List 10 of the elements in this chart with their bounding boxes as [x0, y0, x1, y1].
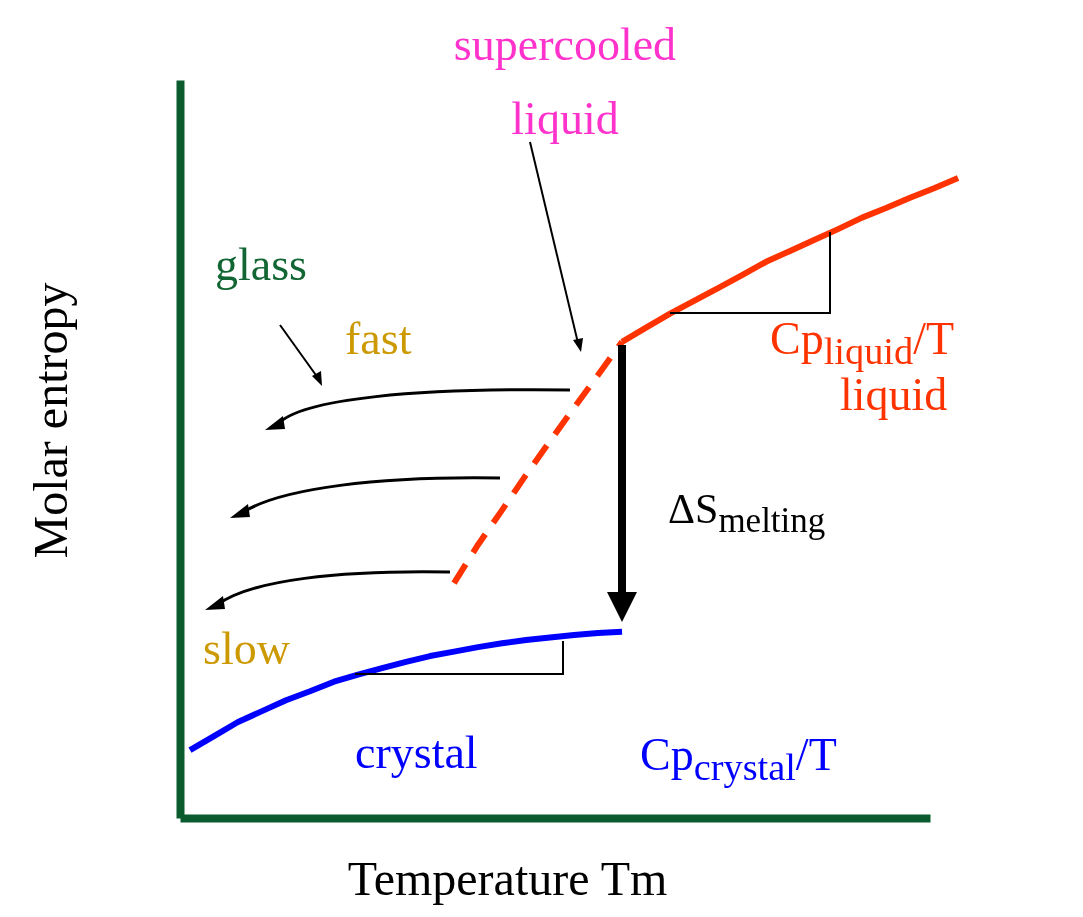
annotation: fast: [345, 313, 412, 364]
x-axis-title: Temperature Tm: [347, 851, 668, 905]
annotation: glass: [215, 239, 307, 290]
text: supercooled liquid: [452, 18, 678, 146]
annotation: Cp$_{crystal}$/T: [640, 729, 837, 789]
annotation: ΔS$_{melting}$: [668, 486, 826, 541]
annotation: slow: [203, 623, 290, 674]
series-label: crystal: [355, 727, 478, 778]
annotation: Cp$_{liquid}$/T: [770, 313, 955, 373]
y-axis-title: Molar entropy: [23, 282, 77, 559]
